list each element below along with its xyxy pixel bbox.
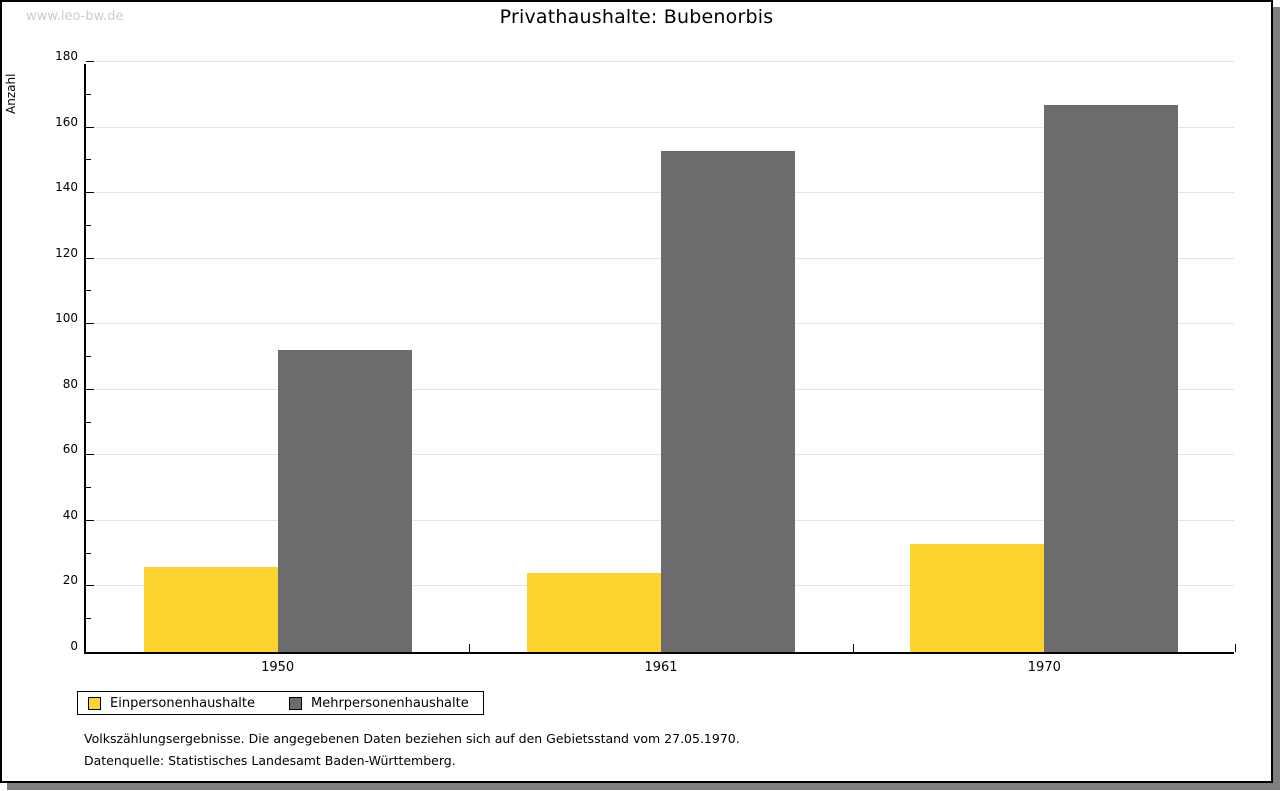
bar-mehrpersonenhaushalte-1970 [1044,104,1179,652]
y-tick-label: 160 [55,114,78,129]
y-tick-minor [86,421,91,423]
y-tick-minor [86,552,91,554]
footnote-source-note: Volkszählungsergebnisse. Die angegebenen… [84,731,740,746]
legend-item-einpersonenhaushalte: Einpersonenhaushalte [88,696,255,711]
legend-label: Einpersonenhaushalte [110,695,255,711]
y-tick-minor [86,224,91,226]
x-category-label: 1961 [644,660,678,675]
gridline [86,192,1234,194]
y-tick-label: 20 [62,573,78,588]
gridline [86,323,1234,325]
y-tick-label: 40 [62,507,78,522]
y-tick-major [86,454,94,456]
footnote-data-source: Datenquelle: Statistisches Landesamt Bad… [84,753,456,768]
bar-mehrpersonenhaushalte-1950 [277,350,412,652]
bar-mehrpersonenhaushalte-1961 [661,150,795,652]
gridline [86,126,1234,128]
x-category-label: 1950 [261,660,295,675]
bar-einpersonenhaushalte-1961 [527,573,661,652]
gridline [86,388,1234,390]
y-axis-label: Anzahl [4,73,18,114]
gridline [86,454,1234,456]
y-tick-major [86,323,94,325]
y-tick-major [86,585,94,587]
x-boundary-tick [852,644,854,652]
chart-title: Privathaushalte: Bubenorbis [499,6,774,28]
x-category-label: 1970 [1027,660,1061,675]
watermark: www.leo-bw.de [26,9,124,24]
y-tick-major [86,519,94,521]
bar-einpersonenhaushalte-1950 [143,566,278,652]
y-tick-major [86,61,94,62]
x-boundary-tick [1235,644,1236,652]
y-tick-label: 100 [55,311,78,326]
legend-swatch-icon [289,696,302,710]
x-boundary-tick [469,644,471,652]
y-tick-label: 120 [55,245,78,260]
plot-area: 0 20 40 60 80 100 120 140 160 180 1950 1961 1970 [55,49,1236,675]
y-tick-label: 180 [55,49,78,63]
y-tick-label: 60 [62,442,78,457]
gridline [86,519,1234,521]
y-tick-label: 80 [62,376,78,391]
gridline [86,257,1234,259]
gridline [86,61,1234,62]
bar-einpersonenhaushalte-1970 [910,543,1045,652]
y-tick-minor [86,159,91,161]
y-tick-major [86,257,94,259]
legend-item-mehrpersonenhaushalte: Mehrpersonenhaushalte [289,696,469,711]
y-tick-minor [86,487,91,489]
y-tick-label: 0 [70,639,78,653]
y-tick-minor [86,93,91,95]
y-tick-major [86,126,94,128]
legend: Einpersonenhaushalte Mehrpersonenhaushalt… [77,691,484,715]
y-tick-minor [86,356,91,357]
legend-swatch-icon [88,696,101,710]
y-tick-major [86,388,94,390]
y-tick-minor [86,290,91,292]
y-tick-minor [86,618,91,620]
y-tick-label: 140 [55,180,78,195]
y-tick-major [86,192,94,194]
legend-label: Mehrpersonenhaushalte [311,695,469,711]
